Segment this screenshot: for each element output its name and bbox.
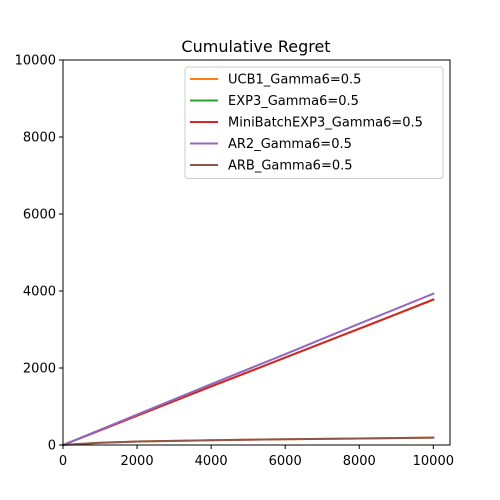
legend-label: AR2_Gamma6=0.5: [228, 137, 352, 152]
y-tick-label: 10000: [15, 54, 56, 69]
y-tick-label: 8000: [23, 131, 56, 146]
legend-label: MiniBatchEXP3_Gamma6=0.5: [228, 116, 423, 131]
legend: UCB1_Gamma6=0.5 EXP3_Gamma6=0.5 MiniBatchE…: [184, 66, 444, 179]
series-line-4: [61, 436, 435, 447]
legend-label: UCB1_Gamma6=0.5: [228, 73, 361, 88]
x-tick-label: 0: [59, 454, 67, 469]
plot-area: 0 2000 4000 6000 8000 10000 0 2000 4000 6000 8000 1…: [15, 54, 454, 470]
series-line-3: [61, 292, 435, 447]
y-tick-label: 2000: [23, 362, 56, 377]
x-tick-label: 2000: [121, 454, 154, 469]
chart-title: Cumulative Regret: [181, 37, 330, 56]
legend-box: [184, 66, 444, 179]
x-tick-label: 6000: [269, 454, 302, 469]
legend-label: ARB_Gamma6=0.5: [228, 159, 353, 174]
x-tick-label: 4000: [195, 454, 228, 469]
x-tick-label: 8000: [343, 454, 376, 469]
y-tick-label: 4000: [23, 285, 56, 300]
y-tick-label: 6000: [23, 208, 56, 223]
legend-label: EXP3_Gamma6=0.5: [228, 94, 359, 109]
y-tick-label: 0: [48, 439, 56, 454]
axes-frame: [62, 59, 451, 446]
x-tick-label: 10000: [413, 454, 454, 469]
